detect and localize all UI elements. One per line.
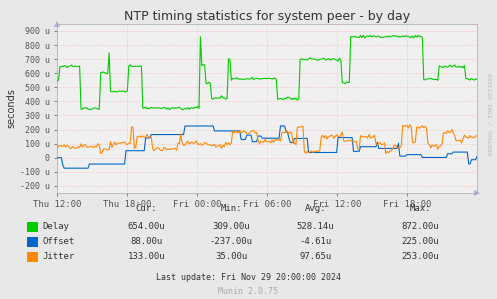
Text: 97.65u: 97.65u xyxy=(300,252,331,261)
Text: 654.00u: 654.00u xyxy=(128,222,166,231)
Text: Delay: Delay xyxy=(42,222,69,231)
Text: -4.61u: -4.61u xyxy=(300,237,331,246)
Text: RRDTOOL / TOBI OETIKER: RRDTOOL / TOBI OETIKER xyxy=(489,72,494,155)
Text: 253.00u: 253.00u xyxy=(401,252,439,261)
Text: -237.00u: -237.00u xyxy=(210,237,252,246)
Text: 133.00u: 133.00u xyxy=(128,252,166,261)
Text: Min:: Min: xyxy=(220,204,242,213)
Y-axis label: seconds: seconds xyxy=(7,89,17,128)
Title: NTP timing statistics for system peer - by day: NTP timing statistics for system peer - … xyxy=(124,10,410,23)
Text: 225.00u: 225.00u xyxy=(401,237,439,246)
Text: 872.00u: 872.00u xyxy=(401,222,439,231)
Text: Offset: Offset xyxy=(42,237,75,246)
Text: Max:: Max: xyxy=(409,204,431,213)
Text: 309.00u: 309.00u xyxy=(212,222,250,231)
Text: Munin 2.0.75: Munin 2.0.75 xyxy=(219,287,278,296)
Text: Last update: Fri Nov 29 20:00:00 2024: Last update: Fri Nov 29 20:00:00 2024 xyxy=(156,274,341,283)
Text: Jitter: Jitter xyxy=(42,252,75,261)
Text: Cur:: Cur: xyxy=(136,204,158,213)
Text: 88.00u: 88.00u xyxy=(131,237,163,246)
Text: Avg:: Avg: xyxy=(305,204,327,213)
Text: 35.00u: 35.00u xyxy=(215,252,247,261)
Text: 528.14u: 528.14u xyxy=(297,222,334,231)
